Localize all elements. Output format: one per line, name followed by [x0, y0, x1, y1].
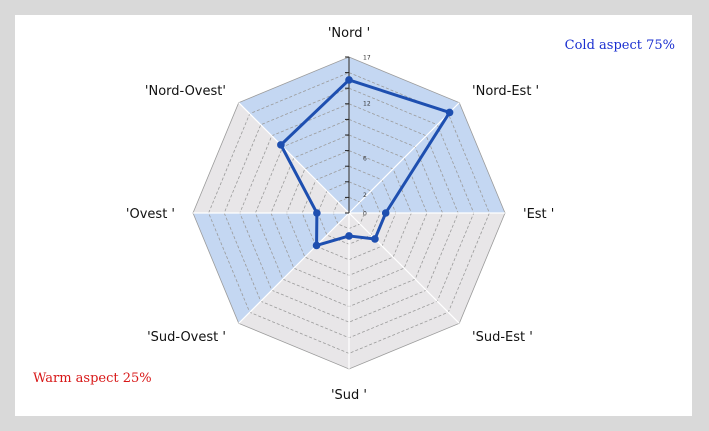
category-label: 'Sud-Est ' — [472, 330, 533, 345]
data-point — [312, 241, 321, 250]
data-point — [277, 141, 285, 149]
data-point — [445, 108, 454, 117]
radial-tick-label: 0 — [363, 211, 367, 218]
highlighted-sector — [349, 57, 460, 213]
radial-tick-label: 17 — [363, 55, 371, 62]
radar-chart: 0 2 6 12 17 'Nord ' 'Nord-Est ' 'Est ' 'Sud-Est … — [126, 26, 554, 403]
radial-tick-label: 12 — [363, 100, 371, 107]
highlighted-sector — [349, 102, 505, 213]
grid-ring — [208, 72, 490, 354]
highlighted-sector — [238, 57, 349, 213]
category-label: 'Nord-Est ' — [472, 84, 539, 99]
warm-aspect-annotation: Warm aspect 25% — [33, 371, 152, 386]
chart-frame: 0 2 6 12 17 'Nord ' 'Nord-Est ' 'Est ' 'Sud-Est … — [15, 15, 692, 416]
category-label: 'Est ' — [523, 207, 554, 222]
category-label: 'Nord ' — [328, 26, 370, 41]
category-label: 'Ovest ' — [126, 207, 175, 222]
radial-tick-label: 2 — [363, 192, 367, 199]
grid-ring — [239, 103, 459, 323]
grid-ring — [301, 165, 397, 261]
data-point — [345, 76, 353, 84]
radial-tick-label: 6 — [363, 155, 367, 162]
grid-ring — [270, 134, 428, 292]
data-point — [381, 209, 390, 217]
category-label: 'Nord-Ovest' — [145, 84, 226, 99]
highlighted-sector — [193, 213, 349, 324]
data-point — [313, 209, 321, 217]
category-label: 'Sud ' — [331, 388, 367, 403]
data-point — [371, 235, 379, 243]
data-point — [345, 232, 353, 240]
radial-spoke — [238, 102, 350, 214]
radial-spoke — [238, 212, 350, 324]
cold-aspect-annotation: Cold aspect 75% — [564, 38, 675, 53]
category-label: 'Sud-Ovest ' — [147, 330, 226, 345]
radial-spoke — [348, 102, 460, 214]
radial-spoke — [348, 212, 460, 324]
